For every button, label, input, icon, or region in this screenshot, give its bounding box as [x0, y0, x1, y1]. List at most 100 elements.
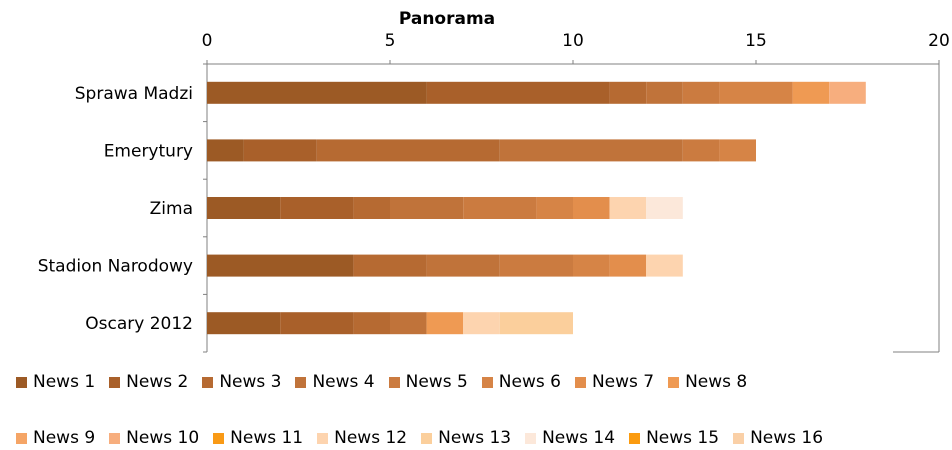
y-category-label: Zima	[150, 199, 193, 219]
x-tick-label: 5	[385, 31, 396, 51]
legend-swatch	[16, 376, 27, 388]
legend-swatch	[202, 376, 214, 388]
legend-swatch	[421, 432, 433, 444]
y-axis-labels: Sprawa Madzi Emerytury Zima Stadion Narodow…	[38, 84, 193, 334]
bar-segment	[426, 81, 610, 104]
legend-item: News 16	[733, 428, 823, 448]
bar-segment	[463, 312, 500, 335]
bar-segment	[646, 81, 683, 104]
legend-item: News 3	[202, 372, 281, 392]
legend-label: News 1	[33, 372, 96, 392]
legend-swatch	[388, 376, 400, 388]
bar-segment	[499, 312, 573, 335]
bar-segment	[243, 139, 317, 162]
legend-label: News 5	[405, 372, 468, 392]
bar-segment	[390, 312, 427, 335]
y-category-label: Emerytury	[104, 141, 193, 161]
bar-segment	[353, 254, 427, 277]
x-tick-label: 20	[928, 31, 950, 51]
bar-segment	[829, 81, 866, 104]
bar-segment	[792, 81, 830, 104]
legend-item: News 7	[574, 372, 655, 392]
x-tick-label: 0	[202, 31, 213, 51]
legend-swatch	[525, 432, 537, 444]
x-tick-label: 10	[562, 31, 584, 51]
legend-label: News 7	[591, 372, 655, 392]
y-category-label: Sprawa Madzi	[75, 84, 193, 104]
chart-title: Panorama	[399, 9, 495, 29]
legend-swatch	[213, 432, 225, 444]
legend-label: News 2	[126, 372, 189, 392]
bar-segment	[390, 197, 464, 219]
bar-segment	[719, 139, 756, 162]
bar-segment	[499, 139, 683, 162]
bar-segment	[207, 81, 427, 104]
bar-segment	[207, 312, 281, 335]
bar-segment	[646, 254, 683, 277]
bar-segment	[207, 254, 354, 277]
legend-item: News 4	[295, 372, 375, 392]
legend-item: News 5	[388, 372, 468, 392]
bar-segment	[316, 139, 500, 162]
bar-segment	[353, 197, 390, 219]
bar-segment	[646, 197, 683, 219]
bar-segment	[280, 197, 354, 219]
bar-segment	[573, 254, 610, 277]
legend-item: News 12	[317, 428, 407, 448]
legend-label: News 11	[230, 428, 304, 448]
bar-segment	[682, 139, 720, 162]
legend-item: News 2	[109, 372, 188, 392]
legend-swatch	[295, 376, 307, 388]
y-category-label: Oscary 2012	[85, 314, 193, 334]
x-axis-ticks: 0 5 10 15 20	[202, 31, 950, 64]
legend-item: News 14	[525, 428, 615, 448]
legend-label: News 10	[126, 428, 200, 448]
legend-item: News 15	[629, 428, 719, 448]
legend-item: News 6	[481, 372, 561, 392]
legend-label: News 4	[312, 372, 375, 392]
legend-swatch	[574, 376, 586, 388]
bar-segment	[426, 312, 464, 335]
bar-segment	[463, 197, 537, 219]
bar-segment	[609, 254, 647, 277]
legend-label: News 8	[685, 372, 748, 392]
legend-label: News 3	[219, 372, 282, 392]
bar-segment	[353, 312, 390, 335]
legend-swatch	[317, 432, 329, 444]
legend-label: News 9	[33, 428, 96, 448]
legend-swatch	[16, 432, 27, 444]
legend-swatch	[733, 432, 745, 444]
bar-segment	[426, 254, 500, 277]
bar-segment	[207, 139, 244, 162]
legend-item: News 8	[668, 372, 747, 392]
x-tick-label: 15	[745, 31, 767, 51]
legend-swatch	[668, 376, 680, 388]
legend-swatch	[109, 376, 121, 388]
legend-item: News 11	[213, 428, 303, 448]
legend-row-1: News 1 News 2 News 3 News 4 News 5 News 6 News…	[16, 372, 946, 392]
bar-segment	[609, 81, 647, 104]
legend-item: News 1	[16, 372, 95, 392]
bar-segment	[499, 254, 573, 277]
bar-segment	[682, 81, 720, 104]
legend-label: News 15	[646, 428, 720, 448]
legend-swatch	[629, 432, 641, 444]
bar-segment	[573, 197, 610, 219]
legend-item: News 13	[421, 428, 511, 448]
legend-label: News 14	[542, 428, 616, 448]
legend-label: News 6	[498, 372, 561, 392]
legend-label: News 16	[750, 428, 824, 448]
legend-label: News 13	[438, 428, 512, 448]
legend-label: News 12	[334, 428, 408, 448]
bar-segment	[280, 312, 354, 335]
bars	[207, 81, 866, 335]
legend-swatch	[109, 432, 121, 444]
bar-segment	[719, 81, 793, 104]
legend-row-2: News 9 News 10 News 11 News 12 News 13 News 1…	[16, 428, 946, 448]
bar-segment	[207, 197, 281, 219]
bar-segment	[536, 197, 573, 219]
legend-item: News 9	[16, 428, 95, 448]
legend-item: News 10	[109, 428, 199, 448]
bar-segment	[609, 197, 647, 219]
